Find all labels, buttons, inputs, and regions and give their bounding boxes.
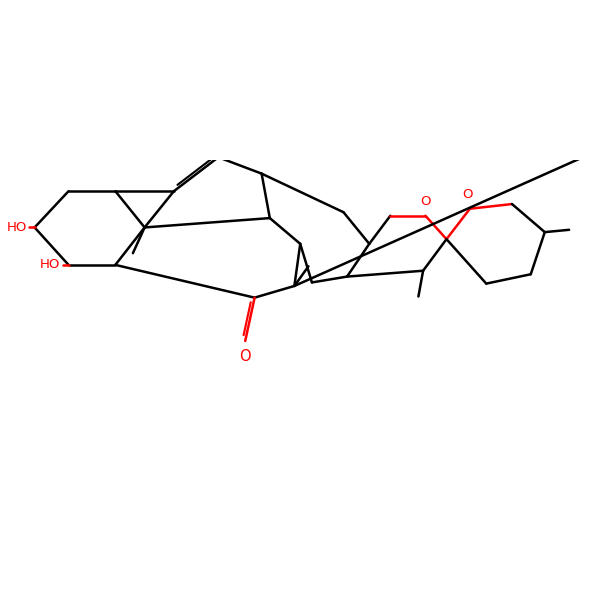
Text: HO: HO bbox=[40, 259, 61, 271]
Text: O: O bbox=[420, 195, 431, 208]
Text: HO: HO bbox=[6, 221, 26, 234]
Text: O: O bbox=[463, 188, 473, 201]
Text: O: O bbox=[239, 349, 251, 364]
